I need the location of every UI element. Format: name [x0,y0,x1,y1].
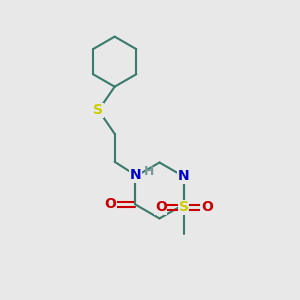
Text: O: O [104,197,116,212]
Text: N: N [178,169,190,184]
Text: S: S [94,103,103,117]
Text: O: O [201,200,213,214]
Text: O: O [155,200,167,214]
Text: N: N [130,168,141,182]
Text: S: S [179,200,189,214]
Text: H: H [144,165,154,178]
